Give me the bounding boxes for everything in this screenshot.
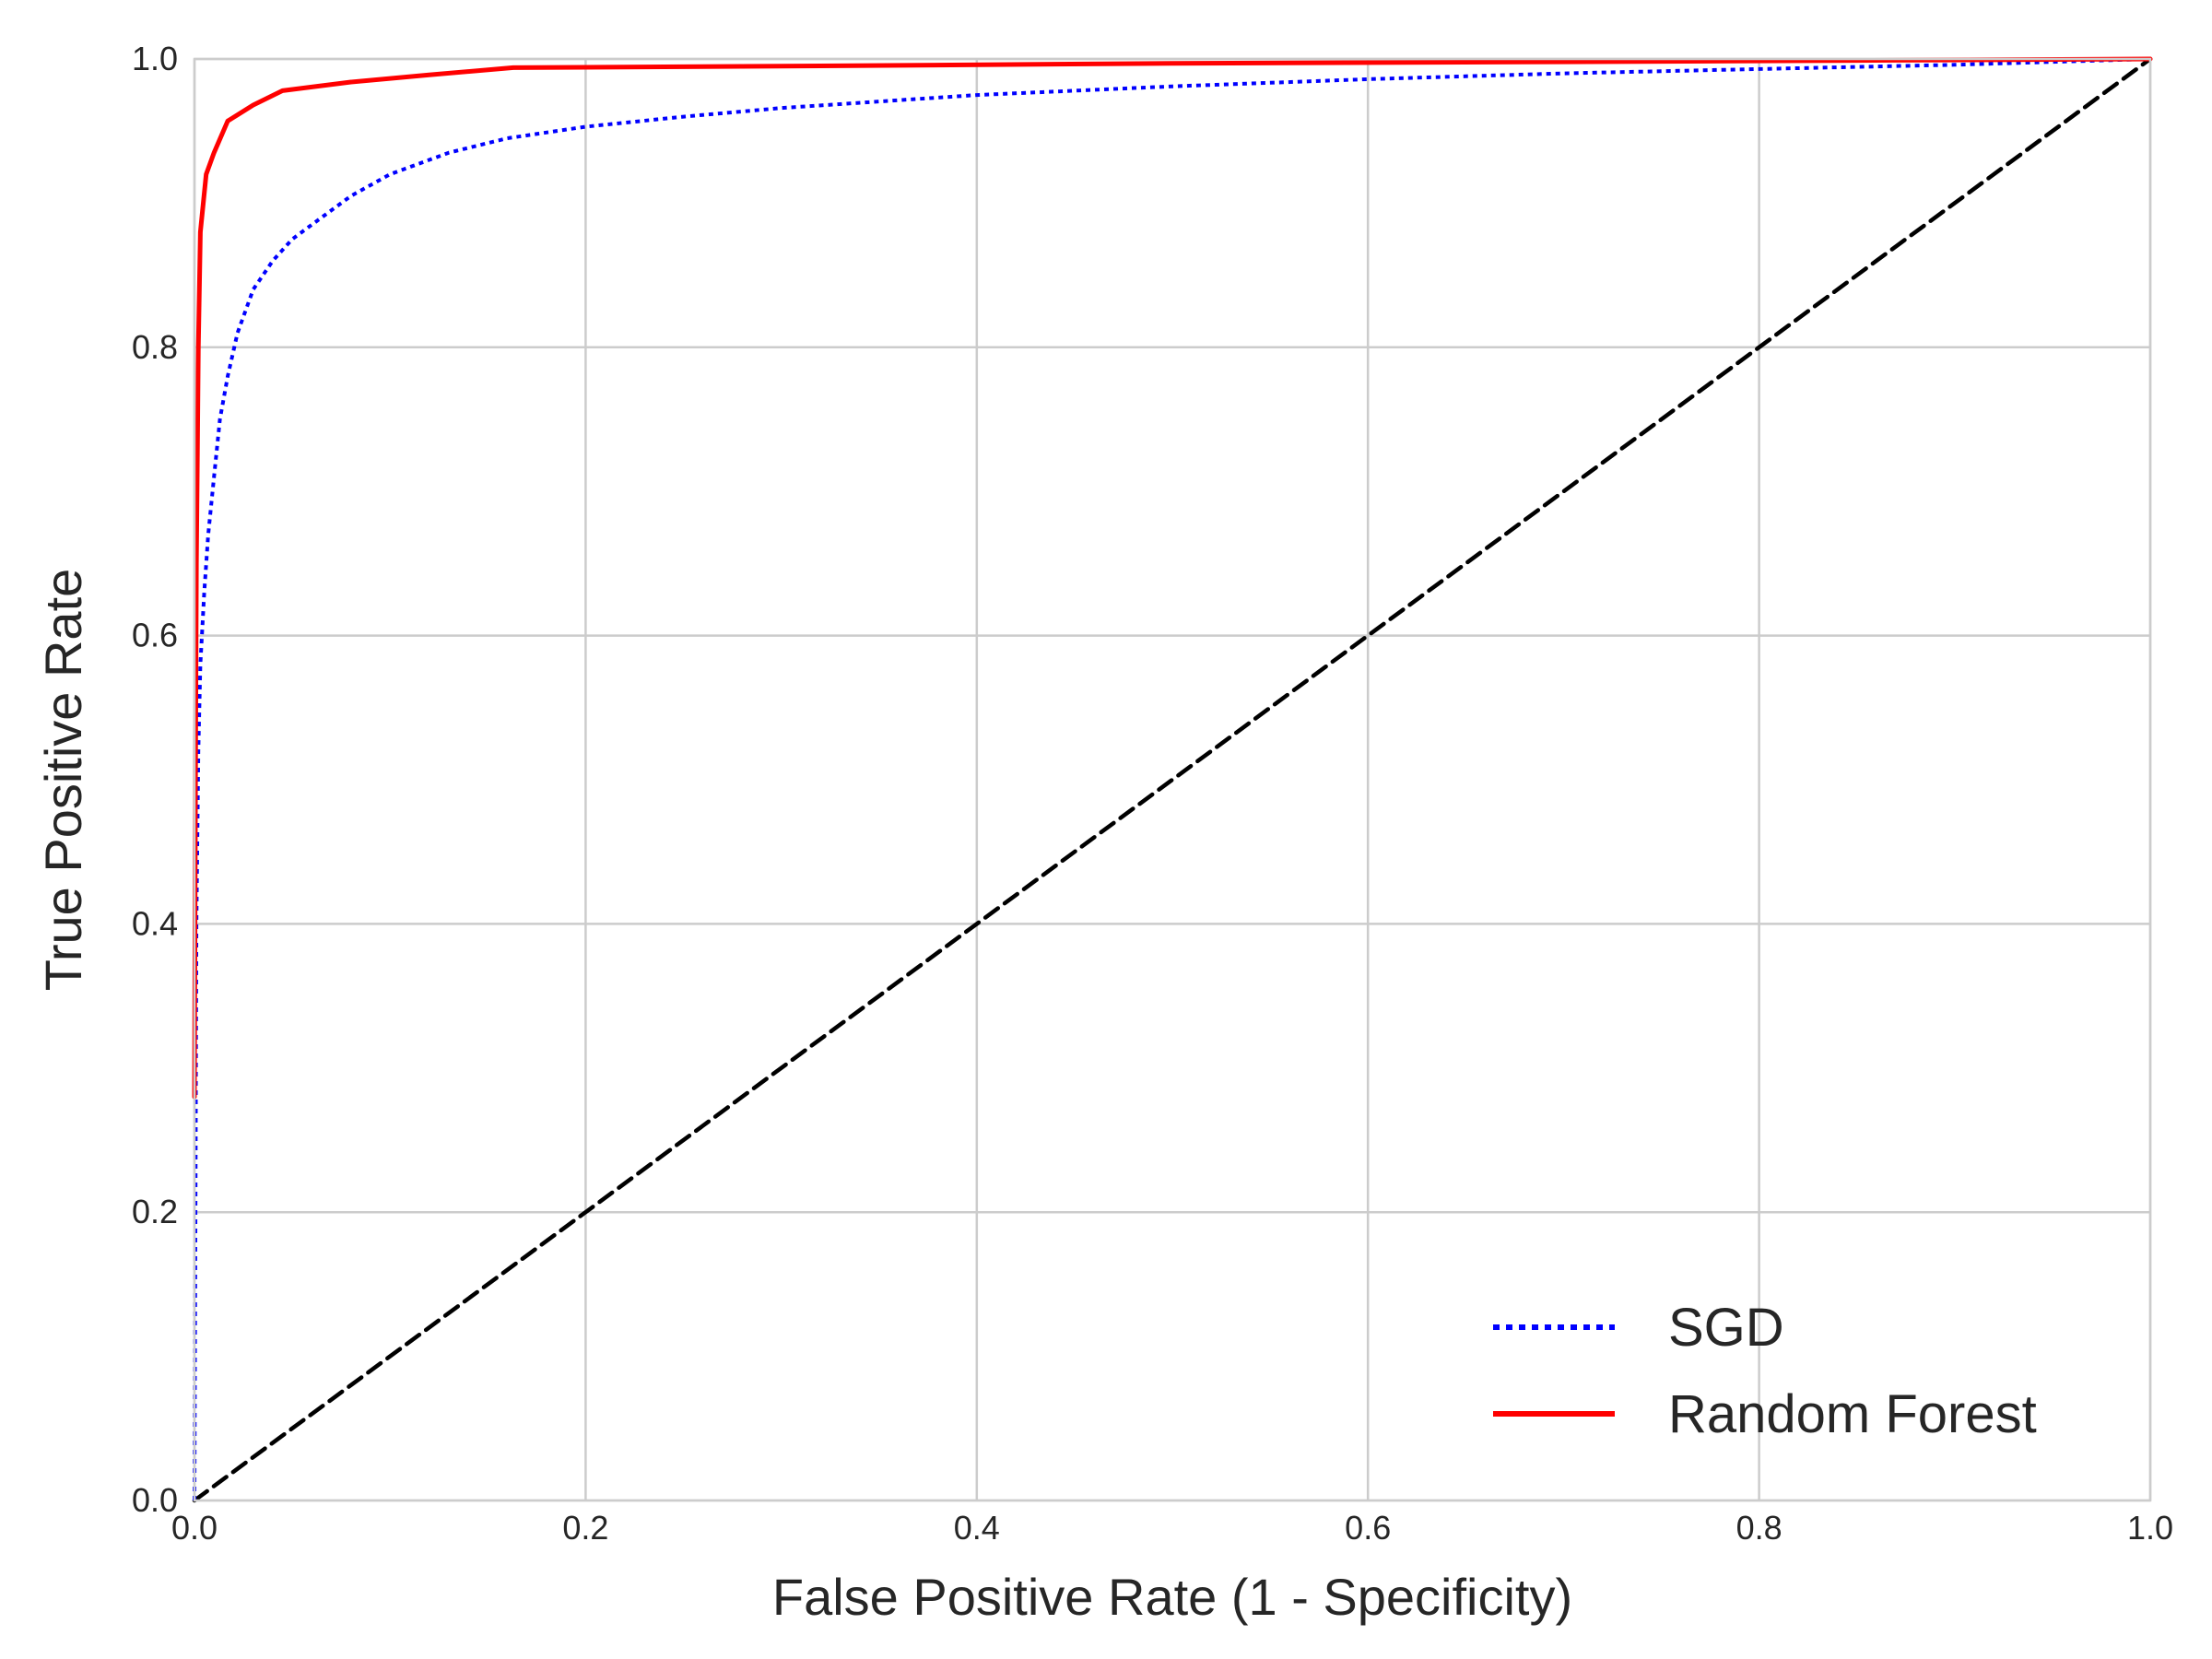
x-tick-label: 0.8: [1736, 1509, 1783, 1547]
grid: [193, 57, 2152, 1502]
legend-label: SGD: [1668, 1298, 1784, 1358]
legend-label: Random Forest: [1668, 1384, 2037, 1444]
series-lines: [192, 56, 2153, 1503]
y-axis-title: True Positive Rate: [34, 569, 92, 992]
x-tick-label: 1.0: [2127, 1509, 2173, 1547]
sgd-line: [193, 57, 2151, 1501]
diagonal-reference-line: [192, 56, 2153, 1503]
y-tick-label: 0.6: [132, 617, 178, 654]
random-forest-line: [192, 56, 2153, 1100]
y-tick-label: 0.4: [132, 904, 178, 942]
x-tick-label: 0.0: [171, 1509, 218, 1547]
y-tick-label: 0.8: [132, 328, 178, 366]
x-tick-label: 0.6: [1345, 1509, 1391, 1547]
y-tick-label: 0.2: [132, 1193, 178, 1230]
x-tick-label: 0.2: [562, 1509, 608, 1547]
x-tick-label: 0.4: [954, 1509, 1000, 1547]
plot-frame: [193, 57, 2152, 1502]
y-tick-label: 1.0: [132, 40, 178, 77]
y-tick-label: 0.0: [132, 1481, 178, 1519]
x-axis-title: False Positive Rate (1 - Specificity): [772, 1568, 1572, 1626]
legend: SGD Random Forest: [1493, 1298, 2037, 1444]
tick-labels: 0.0 0.2 0.4 0.6 0.8 1.0 0.0 0.2 0.4 0.6 0.8 1.0: [132, 40, 2173, 1547]
